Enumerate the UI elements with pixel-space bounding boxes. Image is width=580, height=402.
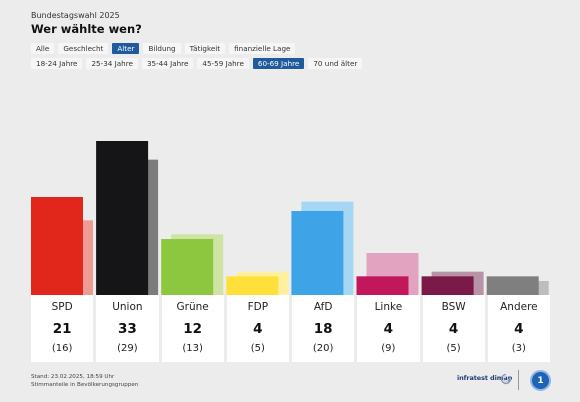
value-label: 4 [383, 321, 394, 337]
tab-age-60-69[interactable]: 60-69 Jahre [252, 58, 305, 69]
result-card-bsw: BSW 4 (5) [422, 295, 485, 362]
footer-stand: Stand: 23.02.2025, 18:59 Uhr [31, 374, 115, 380]
bar-andere [486, 276, 539, 295]
footer-divider [518, 370, 519, 390]
bar-linke [356, 276, 409, 295]
logo-text: 1 [537, 375, 544, 386]
tab-alter[interactable]: Alter [112, 43, 140, 54]
tagesschau-logo-icon[interactable]: 1 [530, 370, 551, 391]
party-label: Union [112, 301, 143, 313]
infratest-dimap-icon [500, 373, 512, 385]
footer-note: Stimmanteile in Bevölkerungsgruppen [31, 381, 139, 388]
bar-union [96, 141, 149, 295]
value-label: 21 [52, 321, 72, 337]
previous-value-label: (29) [117, 343, 138, 354]
result-card-afd: AfD 18 (20) [292, 295, 355, 362]
bar-spd [31, 197, 83, 295]
group-filter-tabs: Alle Geschlecht Alter Bildung Tätigkeit … [31, 43, 296, 54]
previous-value-label: (13) [182, 343, 203, 354]
result-card-gruene: Grüne 12 (13) [161, 295, 224, 362]
tab-bildung[interactable]: Bildung [143, 43, 181, 54]
party-label: FDP [247, 301, 269, 313]
chart-kicker: Bundestagswahl 2025 [31, 11, 120, 20]
party-label: BSW [441, 301, 466, 313]
result-card-spd: SPD 21 (16) [31, 295, 94, 362]
tab-alle[interactable]: Alle [31, 43, 55, 54]
age-filter-tabs: 18-24 Jahre 25-34 Jahre 35-44 Jahre 45-5… [31, 58, 363, 69]
footer-notes: Stand: 23.02.2025, 18:59 Uhr Stimmanteil… [31, 374, 138, 389]
result-card-linke: Linke 4 (9) [357, 295, 420, 362]
previous-value-label: (9) [381, 343, 396, 354]
tab-geschlecht[interactable]: Geschlecht [58, 43, 109, 54]
value-label: 12 [183, 321, 203, 337]
value-label: 4 [514, 321, 524, 337]
bar-gruene [161, 239, 214, 295]
value-label: 18 [313, 321, 333, 337]
party-label: AfD [313, 301, 333, 313]
tab-age-35-44[interactable]: 35-44 Jahre [141, 58, 194, 69]
previous-value-label: (20) [312, 343, 334, 354]
tab-age-70-plus[interactable]: 70 und älter [308, 58, 363, 69]
party-label: Grüne [176, 301, 209, 313]
bar-bsw [421, 276, 474, 295]
party-label: Andere [500, 301, 538, 313]
bar-fdp [226, 276, 279, 295]
tab-age-18-24[interactable]: 18-24 Jahre [31, 58, 83, 69]
bar-afd [291, 211, 344, 295]
result-card-fdp: FDP 4 (5) [226, 295, 289, 362]
party-label: SPD [51, 301, 73, 313]
previous-value-label: (16) [51, 343, 73, 354]
tab-finanzielle-lage[interactable]: finanzielle Lage [229, 43, 296, 54]
previous-value-label: (5) [250, 343, 265, 354]
value-label: 4 [448, 321, 459, 337]
value-label: 33 [117, 321, 137, 337]
previous-value-label: (3) [511, 343, 526, 354]
chart-title: Wer wählte wen? [31, 22, 142, 36]
brand-name: infratest dimap [457, 374, 513, 382]
value-label: 4 [253, 321, 263, 337]
previous-value-label: (5) [446, 343, 461, 354]
tab-taetigkeit[interactable]: Tätigkeit [184, 43, 226, 54]
tab-age-25-34[interactable]: 25-34 Jahre [86, 58, 138, 69]
party-label: Linke [374, 301, 403, 313]
result-cards: SPD 21 (16) Union 33 (29) Grüne 12 (13) FDP 4 (5) Af… [31, 295, 550, 362]
result-card-andere: Andere 4 (3) [487, 295, 550, 362]
tab-age-45-59[interactable]: 45-59 Jahre [197, 58, 249, 69]
result-card-union: Union 33 (29) [96, 295, 159, 362]
